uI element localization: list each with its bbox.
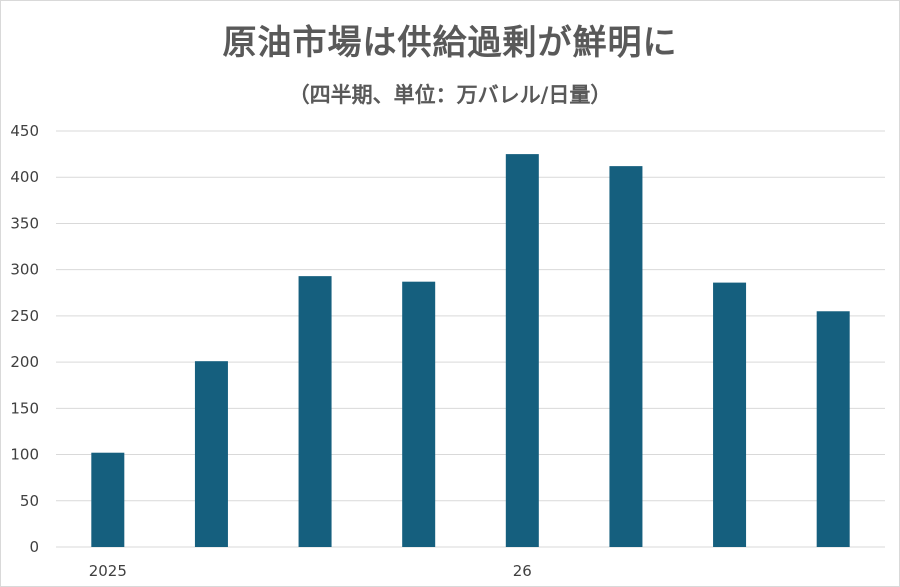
y-tick-label: 50 bbox=[20, 492, 39, 510]
chart-title: 原油市場は供給過剰が鮮明に bbox=[222, 23, 678, 63]
x-tick-label: 2025 bbox=[89, 562, 127, 580]
bar-3 bbox=[298, 276, 332, 547]
bar-8 bbox=[816, 311, 850, 547]
y-tick-label: 300 bbox=[10, 261, 39, 279]
bar-4 bbox=[402, 281, 436, 547]
y-tick-label: 0 bbox=[29, 538, 39, 556]
bar-1 bbox=[91, 452, 125, 547]
y-tick-label: 200 bbox=[10, 353, 39, 371]
bar-5 bbox=[505, 154, 539, 547]
bars bbox=[91, 154, 850, 547]
chart-subtitle: （四半期、単位：万バレル/日量） bbox=[288, 83, 612, 107]
y-tick-label: 150 bbox=[10, 399, 39, 417]
y-tick-label: 450 bbox=[10, 122, 39, 140]
x-tick-label: 26 bbox=[513, 562, 532, 580]
y-axis-ticks: 0 50 100 150 200 250 300 350 400 450 bbox=[10, 122, 39, 556]
y-tick-label: 350 bbox=[10, 214, 39, 232]
gridlines bbox=[56, 130, 885, 548]
bar-7 bbox=[713, 282, 747, 547]
y-tick-label: 400 bbox=[10, 168, 39, 186]
x-axis-ticks: 2025 26 bbox=[89, 562, 532, 580]
bar-6 bbox=[609, 166, 643, 547]
y-tick-label: 100 bbox=[10, 446, 39, 464]
y-tick-label: 250 bbox=[10, 307, 39, 325]
bar-2 bbox=[194, 361, 228, 547]
